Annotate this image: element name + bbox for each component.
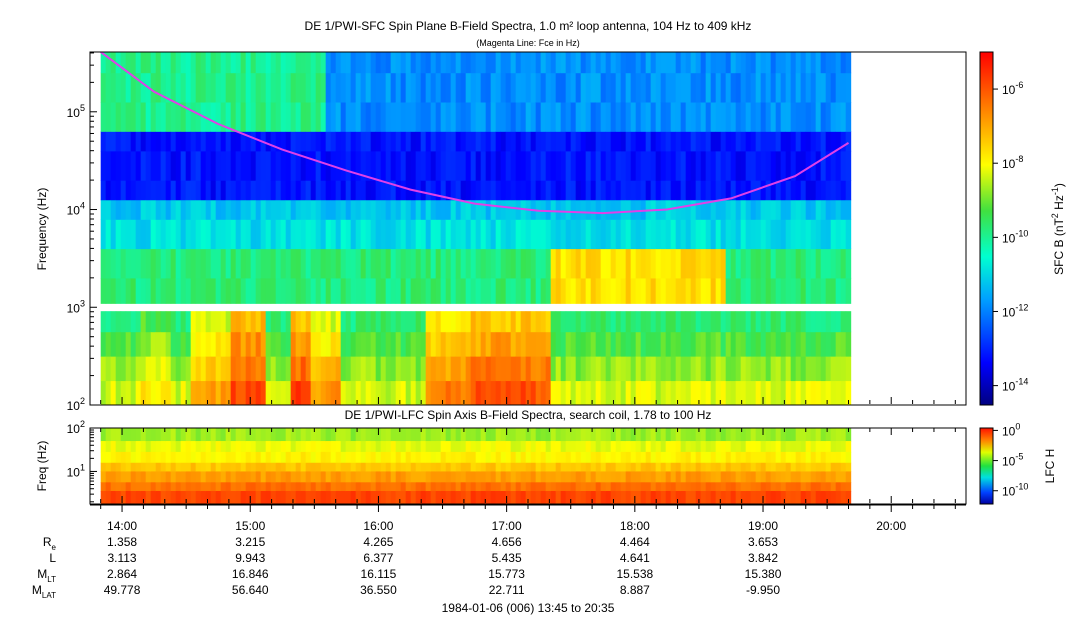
time-tick-label: 19:00 [748,519,778,533]
ephemeris-value: 15.538 [616,567,653,581]
lfc-colorbar-tick: 10-10 [1002,482,1028,499]
ephemeris-value: 5.435 [492,551,522,565]
ephemeris-value: 2.864 [107,567,137,581]
ephemeris-value: 15.773 [488,567,525,581]
ephemeris-value: 3.842 [748,551,778,565]
ephemeris-value: 4.656 [492,535,522,549]
sfc-ytick-label: 105 [67,103,85,120]
sfc-ylabel: Frequency (Hz) [35,188,49,271]
ephemeris-row-label: MLT [37,567,56,584]
sfc-colorbar-tick: 10-10 [1002,228,1028,245]
time-tick-label: 20:00 [876,519,906,533]
lfc-ytick-label: 102 [67,419,85,436]
ephemeris-value: 3.215 [235,535,265,549]
time-tick-label: 16:00 [363,519,393,533]
ephemeris-value: 4.641 [620,551,650,565]
sfc-subtitle: (Magenta Line: Fce in Hz) [476,38,580,48]
ephemeris-value: 3.113 [107,551,136,565]
sfc-colorbar-tick: 10-8 [1002,154,1023,171]
fce-line [100,52,850,215]
ephemeris-value: 15.380 [745,567,782,581]
ephemeris-value: 22.711 [489,583,525,597]
ephemeris-row-label: Re [43,535,57,552]
sfc-ytick-label: 104 [67,201,85,218]
sfc-ytick-label: 103 [67,298,85,315]
sfc-plot-frame [89,51,967,406]
sfc-spectrogram [90,52,966,405]
sfc-colorbar-tick: 10-14 [1002,377,1028,394]
ephemeris-value: 4.464 [620,535,650,549]
ephemeris-value: 6.377 [363,551,393,565]
time-tick-label: 17:00 [492,519,522,533]
sfc-colorbar-label: SFC B (nT2 Hz-1) [1050,183,1066,275]
ephemeris-value: 3.653 [748,535,778,549]
ephemeris-row-label: MLAT [32,583,56,600]
ephemeris-value: 49.778 [104,583,141,597]
lfc-colorbar-label: LFC H [1043,449,1057,484]
sfc-title: DE 1/PWI-SFC Spin Plane B-Field Spectra,… [304,19,752,33]
sfc-colorbar-tick: 10-6 [1002,80,1023,97]
ephemeris-value: 16.846 [232,567,269,581]
ephemeris-value: -9.950 [746,583,780,597]
sfc-colorbar [979,51,994,406]
lfc-colorbar-tick: 10-5 [1002,452,1023,469]
ephemeris-value: 16.115 [361,567,397,581]
lfc-colorbar [979,427,994,505]
ephemeris-value: 36.550 [360,583,397,597]
ephemeris-value: 9.943 [235,551,265,565]
sfc-colorbar-tick: 10-12 [1002,302,1028,319]
ephemeris-value: 56.640 [232,583,269,597]
time-tick-label: 15:00 [235,519,265,533]
time-tick-label: 18:00 [620,519,650,533]
sfc-ytick-label: 102 [67,396,85,413]
ephemeris-value: 8.887 [620,583,650,597]
ephemeris-value: 1.358 [107,535,137,549]
ephemeris-value: 4.265 [363,535,393,549]
lfc-colorbar-tick: 100 [1002,421,1020,438]
time-range-caption: 1984-01-06 (006) 13:45 to 20:35 [441,601,615,615]
lfc-title: DE 1/PWI-LFC Spin Axis B-Field Spectra, … [344,408,712,422]
lfc-ytick-label: 101 [67,462,85,479]
lfc-ylabel: Freq (Hz) [35,441,49,492]
time-tick-label: 14:00 [107,519,137,533]
ephemeris-row-label: L [49,551,56,565]
lfc-spectrogram [100,428,852,504]
